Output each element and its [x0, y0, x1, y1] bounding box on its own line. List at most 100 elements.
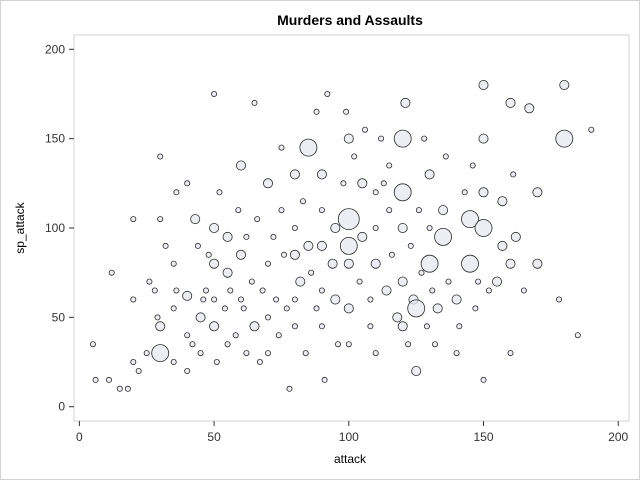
- data-point: [240, 305, 247, 312]
- data-point: [491, 276, 502, 287]
- data-point: [556, 296, 563, 303]
- data-point: [237, 296, 244, 303]
- data-point: [146, 278, 153, 285]
- data-point: [264, 260, 271, 267]
- data-point: [235, 249, 246, 260]
- data-point: [334, 341, 341, 348]
- data-point: [232, 332, 239, 339]
- data-point: [555, 129, 574, 148]
- data-point: [510, 231, 521, 242]
- data-point: [469, 162, 476, 169]
- data-point: [318, 323, 325, 330]
- data-point: [424, 169, 435, 180]
- data-point: [302, 350, 309, 357]
- data-point: [211, 296, 218, 303]
- data-point: [340, 180, 347, 187]
- data-point: [367, 296, 374, 303]
- y-tick-label: 150: [45, 132, 65, 146]
- x-axis: 0 50 100 150 200: [76, 421, 629, 444]
- data-point: [227, 287, 234, 294]
- data-point: [453, 350, 460, 357]
- data-point: [318, 207, 325, 214]
- data-point: [173, 287, 180, 294]
- data-point: [356, 278, 363, 285]
- data-point: [281, 251, 288, 258]
- data-point: [520, 287, 527, 294]
- data-point: [243, 350, 250, 357]
- data-point: [330, 294, 341, 305]
- data-point: [497, 196, 508, 207]
- data-point: [510, 171, 517, 178]
- data-point: [295, 276, 306, 287]
- x-tick-label: 50: [207, 430, 221, 444]
- data-point: [388, 251, 395, 258]
- data-point: [124, 385, 131, 392]
- data-point: [155, 321, 166, 332]
- data-point: [472, 305, 479, 312]
- data-point: [275, 332, 282, 339]
- y-tick-label: 100: [45, 221, 65, 235]
- data-point: [194, 242, 201, 249]
- data-point: [351, 153, 358, 160]
- data-point: [345, 341, 352, 348]
- data-point: [407, 242, 414, 249]
- data-point: [308, 269, 315, 276]
- data-point: [524, 103, 535, 114]
- data-point: [184, 367, 191, 374]
- data-point: [202, 287, 209, 294]
- data-point: [438, 205, 449, 216]
- data-point: [405, 341, 412, 348]
- data-point: [339, 236, 358, 255]
- data-point: [116, 385, 123, 392]
- data-point: [372, 224, 379, 231]
- data-point: [588, 126, 595, 133]
- data-point: [432, 303, 443, 314]
- x-tick-label: 150: [473, 430, 493, 444]
- data-point: [485, 287, 492, 294]
- data-point: [337, 208, 360, 231]
- data-point: [372, 189, 379, 196]
- data-point: [283, 305, 290, 312]
- data-point: [197, 350, 204, 357]
- data-point: [343, 258, 354, 269]
- data-point: [170, 260, 177, 267]
- data-point: [173, 189, 180, 196]
- data-point: [397, 321, 408, 332]
- data-point: [264, 314, 271, 321]
- data-point: [418, 269, 425, 276]
- data-point: [291, 323, 298, 330]
- data-point: [426, 224, 433, 231]
- data-point: [397, 222, 408, 233]
- data-point: [190, 214, 201, 225]
- bubble-layer: [89, 80, 595, 392]
- data-point: [532, 258, 543, 269]
- x-axis-label: attack: [334, 452, 367, 466]
- data-point: [289, 169, 300, 180]
- data-point: [184, 332, 191, 339]
- data-point: [392, 312, 403, 323]
- data-point: [474, 219, 493, 237]
- data-point: [222, 267, 233, 278]
- data-point: [343, 108, 350, 115]
- data-point: [321, 376, 328, 383]
- data-point: [286, 385, 293, 392]
- data-point: [434, 227, 453, 246]
- data-point: [303, 240, 314, 251]
- data-point: [182, 290, 193, 301]
- data-point: [411, 365, 422, 376]
- data-point: [195, 312, 206, 323]
- data-point: [397, 276, 408, 287]
- data-point: [445, 278, 452, 285]
- data-point: [431, 341, 438, 348]
- data-point: [316, 240, 327, 251]
- data-point: [235, 160, 246, 171]
- data-point: [157, 216, 164, 223]
- data-point: [478, 133, 489, 144]
- data-point: [170, 358, 177, 365]
- data-point: [400, 97, 411, 108]
- data-point: [249, 321, 260, 332]
- data-point: [273, 296, 280, 303]
- data-point: [209, 258, 220, 269]
- data-point: [251, 99, 258, 106]
- data-point: [480, 376, 487, 383]
